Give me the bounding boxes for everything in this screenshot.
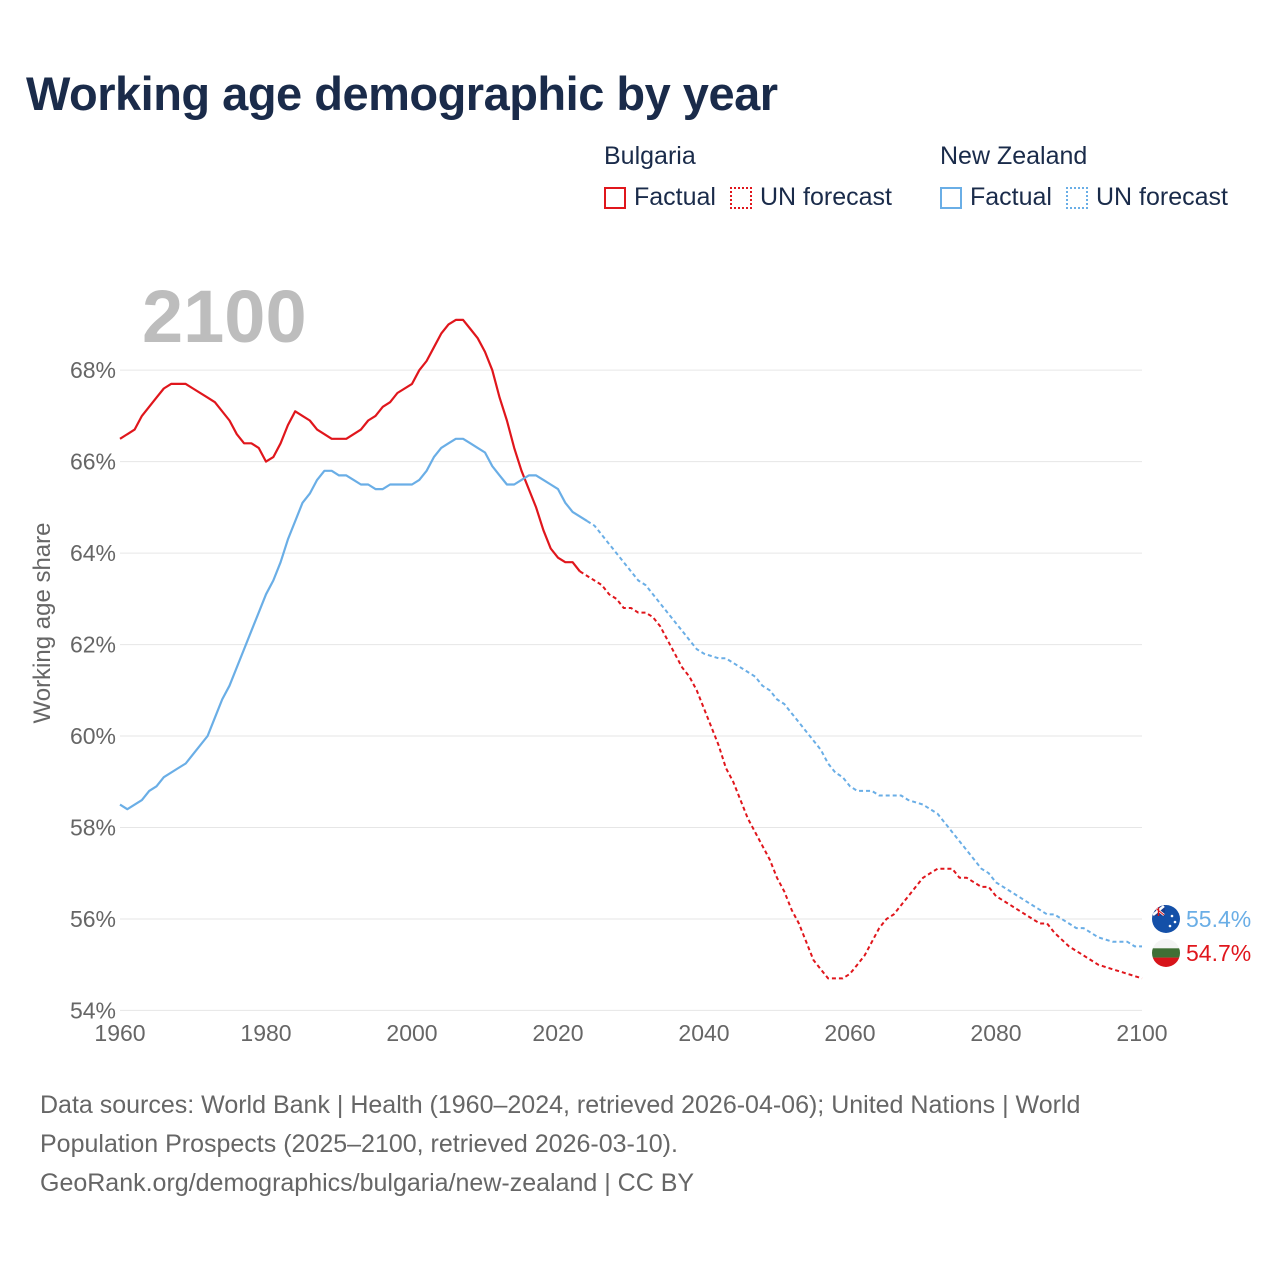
year-display: 2100 — [142, 275, 307, 358]
footer-line: Data sources: World Bank | Health (1960–… — [40, 1091, 1081, 1119]
y-tick-label: 64% — [70, 540, 116, 566]
y-tick-label: 62% — [70, 632, 116, 658]
new-zealand-end-label: 55.4% — [1186, 906, 1251, 932]
x-tick-label: 1960 — [94, 1020, 145, 1046]
legend-item-bulgaria-factual[interactable]: Factual — [604, 183, 716, 212]
y-tick-label: 56% — [70, 906, 116, 932]
bulgaria-factual-line[interactable] — [119, 318, 581, 573]
bulgaria-end-label: 54.7% — [1186, 940, 1251, 966]
y-tick-label: 54% — [70, 997, 116, 1023]
legend-item-bulgaria-forecast[interactable]: UN forecast — [729, 183, 892, 212]
new-zealand-flag-icon — [1152, 905, 1180, 933]
legend-label: Factual — [970, 183, 1052, 211]
y-tick-label: 66% — [70, 449, 116, 475]
legend-swatch-dotted — [1065, 186, 1088, 209]
legend-group-bulgaria: Bulgaria Factual UN forecast — [604, 142, 906, 212]
footer-link[interactable]: GeoRank.org/demographics/bulgaria/new-ze… — [40, 1169, 695, 1197]
legend-item-new-zealand-forecast[interactable]: UN forecast — [1065, 183, 1228, 212]
legend-label: Factual — [634, 183, 716, 211]
legend-group-new-zealand: New Zealand Factual UN forecast — [940, 142, 1242, 212]
x-tick-label: 2060 — [824, 1020, 875, 1046]
page-title: Working age demographic by year — [26, 67, 778, 120]
x-tick-label: 2100 — [1116, 1020, 1167, 1046]
footer-line: Population Prospects (2025–2100, retriev… — [40, 1130, 678, 1158]
y-axis-label: Working age share — [29, 523, 56, 724]
legend-label: UN forecast — [759, 183, 892, 211]
legend-swatch-solid — [604, 186, 626, 209]
x-tick-label: 2000 — [386, 1020, 437, 1046]
legend-group-name: New Zealand — [940, 142, 1088, 170]
footer-sources: Data sources: World Bank | Health (1960–… — [40, 1086, 1220, 1203]
y-tick-label: 60% — [70, 723, 116, 749]
x-tick-label: 1980 — [240, 1020, 291, 1046]
legend-item-new-zealand-factual[interactable]: Factual — [940, 183, 1052, 212]
y-tick-label: 68% — [70, 357, 116, 383]
new-zealand-factual-line[interactable] — [119, 437, 588, 811]
bulgaria-flag-icon — [1152, 939, 1180, 967]
x-tick-label: 2080 — [970, 1020, 1021, 1046]
legend-swatch-solid — [940, 186, 962, 209]
legend-group-name: Bulgaria — [604, 142, 696, 170]
x-tick-label: 2040 — [678, 1020, 729, 1046]
bulgaria-forecast-line[interactable] — [579, 570, 1143, 980]
y-tick-label: 58% — [70, 814, 116, 840]
legend-swatch-dotted — [729, 186, 752, 209]
x-tick-label: 2020 — [532, 1020, 583, 1046]
legend-label: UN forecast — [1095, 183, 1228, 211]
new-zealand-forecast-line[interactable] — [586, 520, 1142, 948]
